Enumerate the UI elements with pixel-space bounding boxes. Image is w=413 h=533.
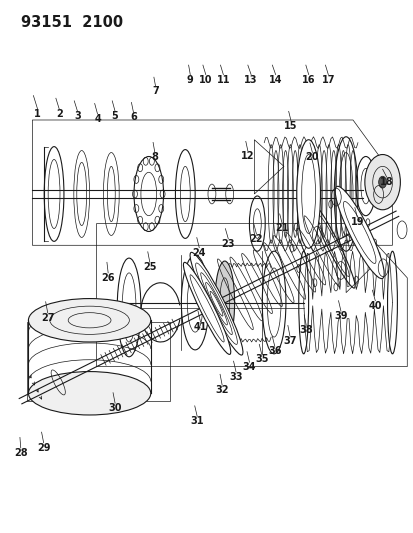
- Text: 26: 26: [101, 273, 115, 283]
- Text: 23: 23: [221, 239, 235, 248]
- Text: 10: 10: [199, 75, 212, 85]
- Text: 93151  2100: 93151 2100: [21, 15, 122, 30]
- Text: 6: 6: [130, 112, 137, 123]
- Text: 33: 33: [229, 372, 242, 382]
- Text: 8: 8: [151, 152, 158, 162]
- Text: 29: 29: [37, 443, 50, 453]
- Text: 19: 19: [350, 217, 363, 227]
- Text: 17: 17: [321, 75, 334, 85]
- Ellipse shape: [214, 261, 234, 344]
- Ellipse shape: [28, 372, 150, 415]
- Text: 13: 13: [244, 75, 257, 85]
- Text: 12: 12: [240, 151, 254, 161]
- Text: 41: 41: [193, 322, 207, 332]
- Text: 18: 18: [379, 177, 393, 187]
- Ellipse shape: [335, 187, 383, 279]
- Text: 15: 15: [284, 122, 297, 131]
- Text: 39: 39: [333, 311, 347, 321]
- Text: 11: 11: [216, 75, 230, 85]
- Text: 1: 1: [34, 109, 41, 119]
- Text: 38: 38: [299, 325, 312, 335]
- Text: 37: 37: [282, 336, 296, 346]
- Ellipse shape: [364, 155, 399, 210]
- Text: 5: 5: [112, 111, 118, 122]
- Text: 20: 20: [305, 152, 318, 163]
- Text: 35: 35: [254, 354, 268, 365]
- Ellipse shape: [296, 140, 320, 248]
- Text: 14: 14: [268, 75, 282, 85]
- Ellipse shape: [28, 298, 150, 342]
- Text: 31: 31: [190, 416, 204, 426]
- Text: 36: 36: [267, 346, 281, 357]
- Text: 34: 34: [242, 362, 256, 372]
- Text: 24: 24: [192, 247, 206, 257]
- Text: 28: 28: [14, 448, 28, 458]
- Text: 22: 22: [249, 234, 263, 244]
- Text: 2: 2: [56, 109, 62, 119]
- Ellipse shape: [190, 252, 242, 355]
- Text: 4: 4: [94, 114, 101, 124]
- Text: 16: 16: [301, 75, 315, 85]
- Text: 3: 3: [74, 111, 81, 122]
- Text: 21: 21: [275, 223, 288, 233]
- Text: 32: 32: [215, 385, 228, 395]
- Text: 25: 25: [143, 262, 156, 272]
- Text: 30: 30: [108, 403, 121, 413]
- Text: 40: 40: [368, 301, 381, 311]
- Ellipse shape: [378, 176, 386, 188]
- Text: 7: 7: [152, 86, 159, 96]
- Text: 27: 27: [41, 313, 55, 323]
- Text: 9: 9: [186, 75, 193, 85]
- Ellipse shape: [183, 262, 230, 354]
